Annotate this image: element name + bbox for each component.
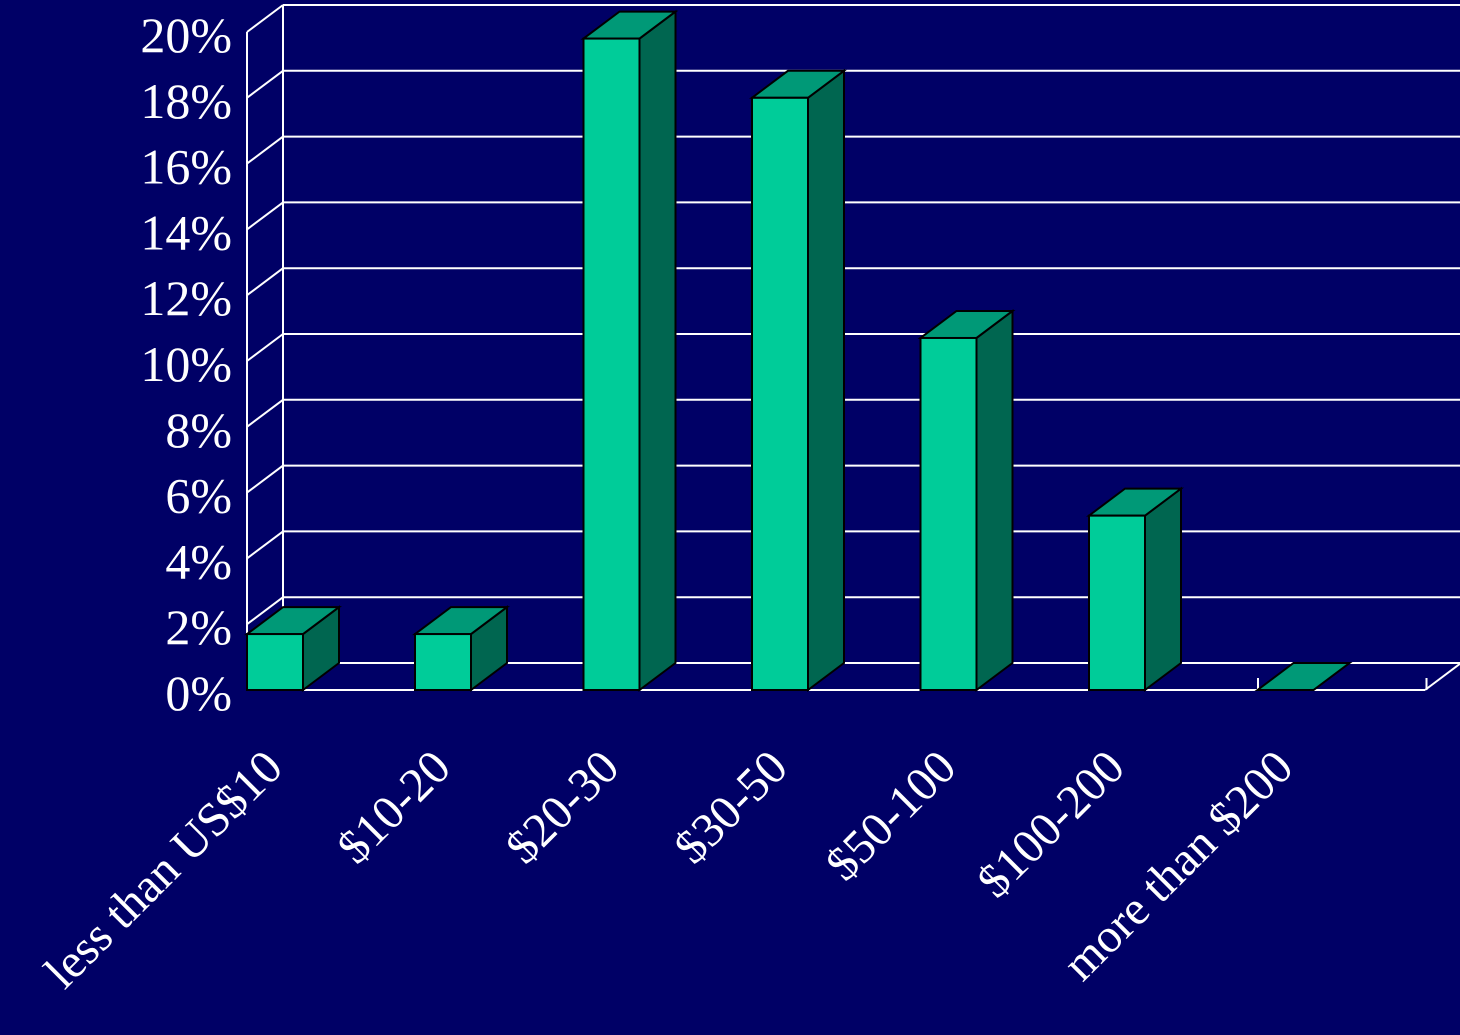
x-tick-label: $20-30 bbox=[496, 740, 630, 874]
x-tick-label: $10-20 bbox=[327, 740, 461, 874]
bar bbox=[246, 633, 304, 692]
bar bbox=[582, 37, 641, 691]
bar bbox=[919, 336, 978, 691]
side-wall-line bbox=[246, 135, 284, 165]
y-tick-label: 8% bbox=[165, 402, 232, 458]
side-wall-line bbox=[246, 333, 284, 362]
y-tick-label: 12% bbox=[140, 270, 232, 326]
bar-side bbox=[1144, 486, 1182, 692]
y-tick-label: 18% bbox=[140, 73, 232, 129]
y-tick-label: 4% bbox=[165, 533, 232, 589]
bar bbox=[751, 96, 809, 692]
y-tick-label: 6% bbox=[165, 468, 232, 524]
floor-right-edge bbox=[1424, 662, 1460, 691]
side-wall-line bbox=[246, 464, 284, 494]
side-wall-line bbox=[246, 596, 284, 626]
y-tick-label: 16% bbox=[140, 139, 232, 195]
x-tick-label: $100-200 bbox=[967, 740, 1135, 908]
side-wall-line bbox=[246, 70, 284, 99]
x-tick-label: less than US$10 bbox=[35, 740, 293, 998]
side-wall-line bbox=[246, 201, 284, 231]
bar-side bbox=[975, 308, 1014, 692]
bar-side bbox=[638, 9, 677, 692]
bar-top bbox=[1254, 662, 1353, 691]
x-tick-label: $50-100 bbox=[816, 740, 967, 891]
y-tick-label: 10% bbox=[140, 336, 232, 392]
x-tick-label: $30-50 bbox=[664, 740, 798, 874]
side-wall-line bbox=[246, 4, 284, 33]
side-wall-line bbox=[246, 267, 284, 297]
y-tick-label: 2% bbox=[165, 599, 232, 655]
bar bbox=[414, 633, 472, 692]
side-wall-line bbox=[246, 530, 284, 560]
y-tick-label: 14% bbox=[140, 204, 232, 260]
bar bbox=[1088, 514, 1146, 691]
y-tick-label: 20% bbox=[140, 7, 232, 63]
side-wall-line bbox=[246, 398, 284, 428]
bar-side bbox=[807, 68, 845, 692]
y-tick-label: 0% bbox=[165, 665, 232, 721]
